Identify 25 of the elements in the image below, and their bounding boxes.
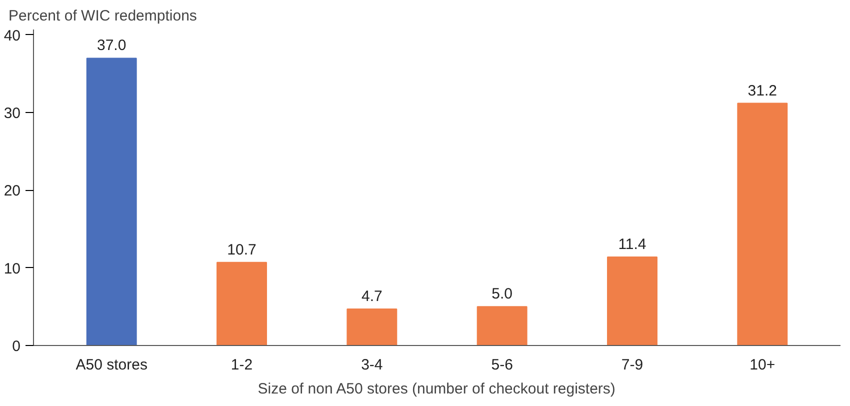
x-tick-label: 5-6: [491, 356, 513, 374]
y-tick-label: 20: [4, 182, 21, 200]
y-tick-label: 40: [4, 27, 21, 44]
x-tick-label: 3-4: [361, 356, 383, 374]
data-label: 31.2: [748, 82, 778, 100]
x-tick-label: A50 stores: [76, 356, 148, 374]
bar: [737, 102, 788, 346]
bar: [607, 256, 658, 346]
data-label: 11.4: [618, 236, 646, 253]
y-tick-label: 30: [4, 105, 21, 122]
x-tick-label: 7-9: [621, 356, 644, 374]
x-tick-label: 10+: [750, 356, 776, 374]
bar: [346, 308, 398, 346]
x-tick-label: 1-2: [230, 356, 253, 374]
data-label: 37.0: [97, 37, 126, 54]
y-tick-label: 10: [4, 260, 21, 278]
y-axis-title: Percent of WIC redemptions: [8, 8, 197, 24]
bar: [476, 306, 528, 346]
y-tick-label: 0: [12, 338, 20, 355]
bar: [216, 262, 267, 346]
x-axis-title: Size of non A50 stores (number of checkout registers): [258, 380, 616, 398]
bar: [86, 58, 137, 346]
data-label: 4.7: [361, 288, 382, 306]
data-label: 5.0: [492, 286, 513, 303]
data-label: 10.7: [227, 241, 256, 258]
